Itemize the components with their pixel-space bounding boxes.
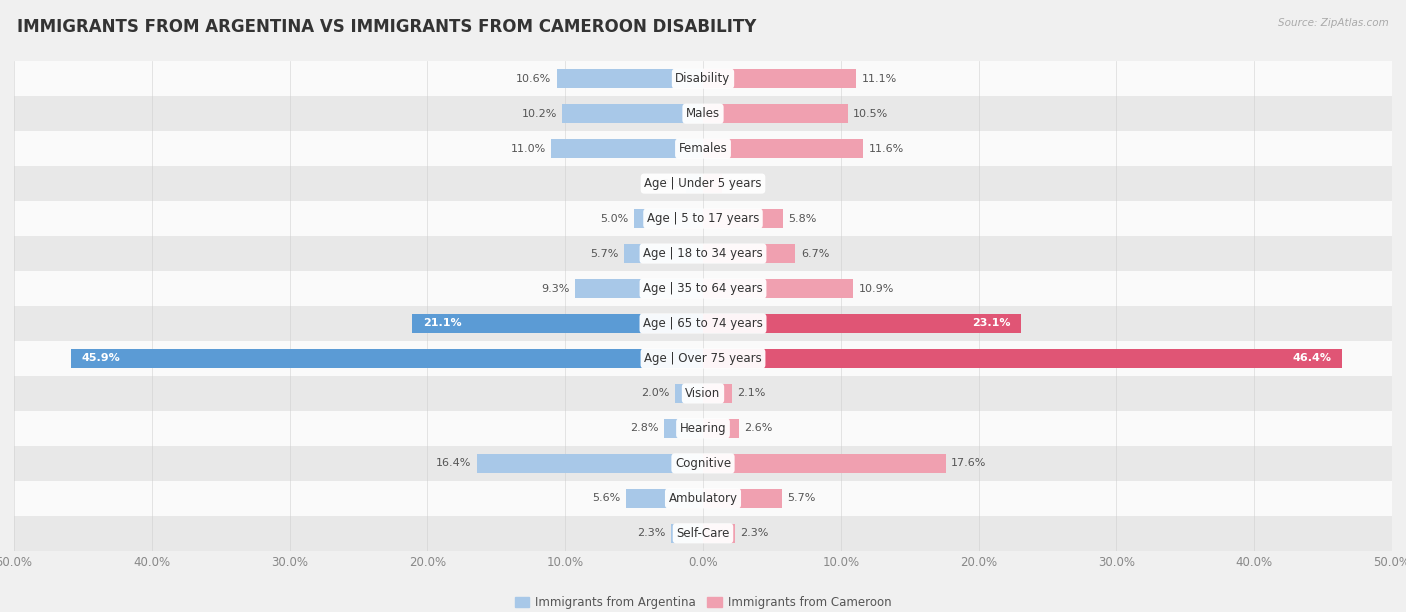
Text: 2.3%: 2.3% — [637, 528, 666, 539]
Text: 45.9%: 45.9% — [82, 354, 121, 364]
Bar — [703, 209, 783, 228]
Legend: Immigrants from Argentina, Immigrants from Cameroon: Immigrants from Argentina, Immigrants fr… — [510, 591, 896, 612]
Text: 5.7%: 5.7% — [787, 493, 815, 503]
Text: Age | Under 5 years: Age | Under 5 years — [644, 177, 762, 190]
Text: 5.0%: 5.0% — [600, 214, 628, 223]
Bar — [551, 139, 703, 159]
Bar — [14, 341, 1392, 376]
Text: Age | Over 75 years: Age | Over 75 years — [644, 352, 762, 365]
Bar — [703, 524, 735, 543]
Text: Age | 18 to 34 years: Age | 18 to 34 years — [643, 247, 763, 260]
Bar — [14, 96, 1392, 131]
Text: Disability: Disability — [675, 72, 731, 85]
Text: 11.1%: 11.1% — [862, 73, 897, 84]
Text: Hearing: Hearing — [679, 422, 727, 435]
Text: 10.2%: 10.2% — [522, 109, 557, 119]
Bar — [626, 489, 703, 508]
Text: 21.1%: 21.1% — [423, 318, 463, 329]
Bar — [703, 489, 782, 508]
Bar — [703, 384, 733, 403]
Text: 2.0%: 2.0% — [641, 389, 669, 398]
Bar — [14, 481, 1392, 516]
Text: 10.9%: 10.9% — [859, 283, 894, 294]
Bar — [686, 174, 703, 193]
Text: Age | 65 to 74 years: Age | 65 to 74 years — [643, 317, 763, 330]
Bar — [562, 104, 703, 123]
Bar — [703, 139, 863, 159]
Text: Self-Care: Self-Care — [676, 527, 730, 540]
Text: 9.3%: 9.3% — [541, 283, 569, 294]
Bar — [703, 314, 1021, 333]
Bar — [703, 69, 856, 88]
Text: 10.6%: 10.6% — [516, 73, 551, 84]
Text: 16.4%: 16.4% — [436, 458, 471, 468]
Text: 2.1%: 2.1% — [738, 389, 766, 398]
Text: 46.4%: 46.4% — [1292, 354, 1331, 364]
Bar — [14, 166, 1392, 201]
Bar — [671, 524, 703, 543]
Bar — [675, 384, 703, 403]
Text: Source: ZipAtlas.com: Source: ZipAtlas.com — [1278, 18, 1389, 28]
Bar — [703, 244, 796, 263]
Bar — [14, 236, 1392, 271]
Bar — [703, 419, 738, 438]
Bar — [703, 174, 723, 193]
Text: 11.6%: 11.6% — [869, 144, 904, 154]
Text: 1.2%: 1.2% — [652, 179, 681, 188]
Text: 11.0%: 11.0% — [510, 144, 546, 154]
Text: 17.6%: 17.6% — [950, 458, 987, 468]
Text: 1.4%: 1.4% — [728, 179, 756, 188]
Text: 5.7%: 5.7% — [591, 248, 619, 258]
Text: Age | 35 to 64 years: Age | 35 to 64 years — [643, 282, 763, 295]
Bar — [575, 279, 703, 298]
Text: 6.7%: 6.7% — [801, 248, 830, 258]
Bar — [624, 244, 703, 263]
Bar — [14, 131, 1392, 166]
Text: 10.5%: 10.5% — [853, 109, 889, 119]
Text: Vision: Vision — [685, 387, 721, 400]
Text: 2.8%: 2.8% — [630, 424, 659, 433]
Text: Males: Males — [686, 107, 720, 120]
Text: 2.6%: 2.6% — [744, 424, 773, 433]
Text: IMMIGRANTS FROM ARGENTINA VS IMMIGRANTS FROM CAMEROON DISABILITY: IMMIGRANTS FROM ARGENTINA VS IMMIGRANTS … — [17, 18, 756, 36]
Bar — [14, 201, 1392, 236]
Bar — [14, 306, 1392, 341]
Bar — [557, 69, 703, 88]
Bar — [14, 446, 1392, 481]
Text: 2.3%: 2.3% — [740, 528, 769, 539]
Bar — [70, 349, 703, 368]
Bar — [703, 104, 848, 123]
Text: Females: Females — [679, 142, 727, 155]
Text: Age | 5 to 17 years: Age | 5 to 17 years — [647, 212, 759, 225]
Bar — [665, 419, 703, 438]
Bar — [703, 279, 853, 298]
Bar — [14, 376, 1392, 411]
Text: 23.1%: 23.1% — [972, 318, 1011, 329]
Text: 5.8%: 5.8% — [789, 214, 817, 223]
Bar — [477, 453, 703, 473]
Bar — [634, 209, 703, 228]
Bar — [14, 271, 1392, 306]
Text: 5.6%: 5.6% — [592, 493, 620, 503]
Bar — [703, 349, 1343, 368]
Bar — [703, 453, 945, 473]
Bar — [14, 516, 1392, 551]
Text: Cognitive: Cognitive — [675, 457, 731, 470]
Text: Ambulatory: Ambulatory — [668, 492, 738, 505]
Bar — [14, 411, 1392, 446]
Bar — [14, 61, 1392, 96]
Bar — [412, 314, 703, 333]
